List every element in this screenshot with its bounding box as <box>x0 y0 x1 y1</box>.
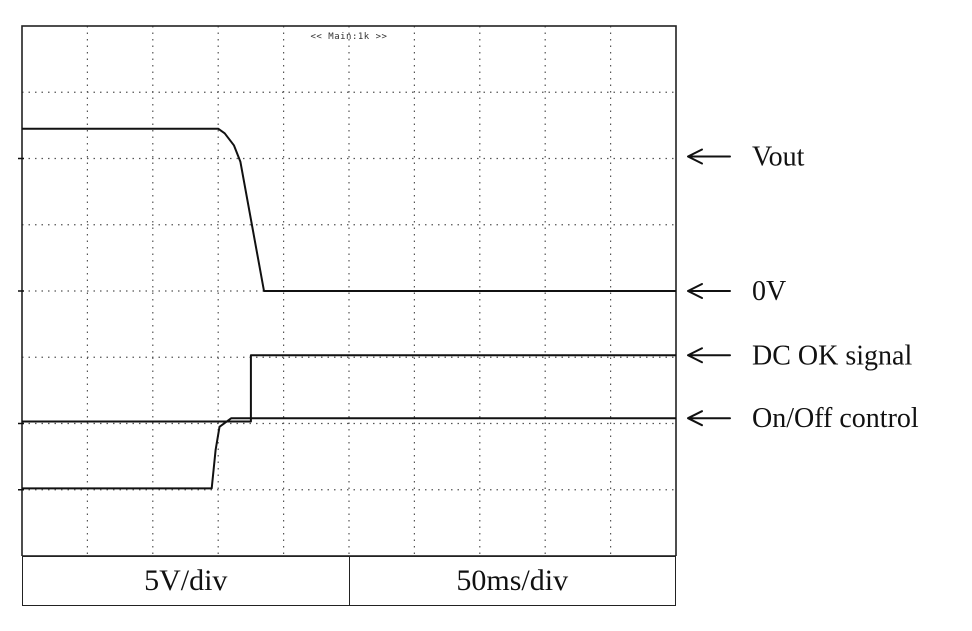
dc-ok-signal-arrow-icon <box>687 347 731 364</box>
screen-caption: << Main:1k >> <box>311 32 388 42</box>
scale-footer: 5V/div 50ms/div <box>22 556 676 606</box>
0v-reference-label: 0V <box>752 276 786 307</box>
on-off-control-trace <box>22 417 676 490</box>
oscilloscope-chart: << Main:1k >> Vout 0V DC OK signal On/Off c… <box>18 25 919 556</box>
0v-reference-arrow-icon <box>687 283 731 299</box>
channel-markers <box>18 157 24 491</box>
vout-arrow-icon <box>687 148 731 165</box>
vout-label-group: Vout <box>687 142 805 173</box>
volts-per-div-label: 5V/div <box>144 564 228 597</box>
on-off-control-label: On/Off control <box>752 403 919 434</box>
dc-ok-signal-trace <box>22 354 676 423</box>
vout-trace <box>22 127 676 292</box>
trace-labels: Vout 0V DC OK signal On/Off control <box>687 142 919 434</box>
vout-label: Vout <box>752 142 805 173</box>
on-off-control-label-group: On/Off control <box>687 403 919 434</box>
0v-reference-label-group: 0V <box>687 276 786 307</box>
dc-ok-signal-label: DC OK signal <box>752 340 912 371</box>
time-per-div-label: 50ms/div <box>348 557 676 605</box>
dc-ok-signal-label-group: DC OK signal <box>687 340 912 371</box>
traces <box>22 127 676 490</box>
on-off-control-arrow-icon <box>687 410 731 427</box>
